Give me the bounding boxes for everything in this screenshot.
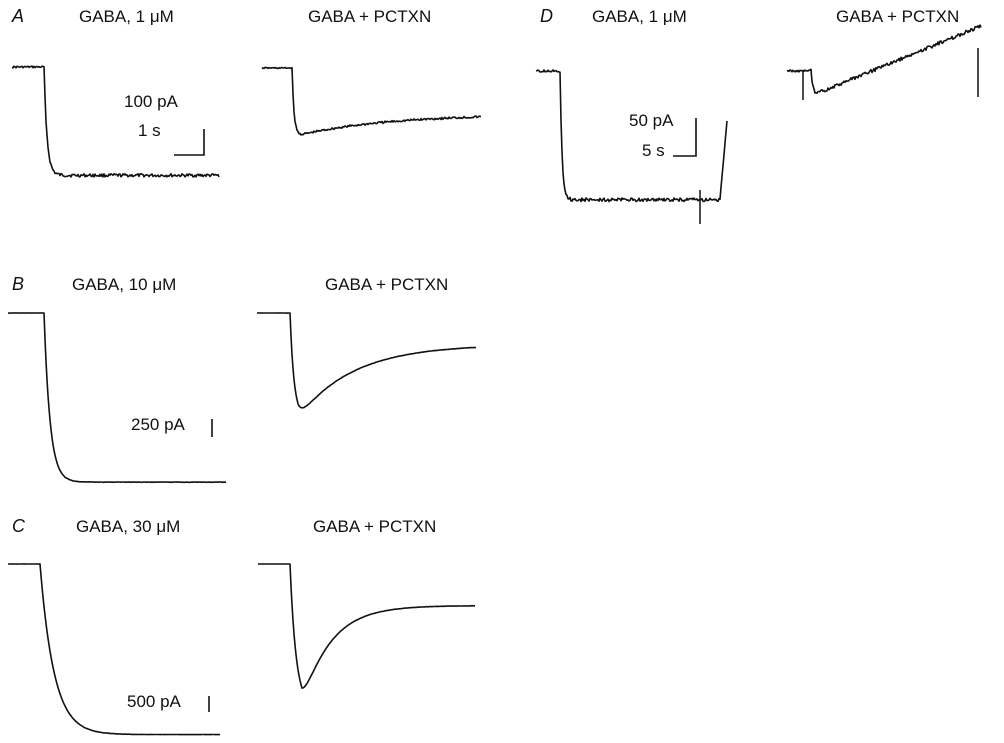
panel-a-current-scale-label: 100 pA (124, 92, 179, 111)
trace-c-control (8, 563, 221, 736)
panel-d-current-scale-label: 50 pA (629, 111, 674, 130)
panel-d-pctxn-label: GABA + PCTXN (836, 7, 959, 26)
panel-d-time-scale-label: 5 s (642, 141, 665, 160)
trace-a-control (11, 65, 220, 178)
trace-d-control (535, 69, 728, 203)
panel-b-pctxn-label: GABA + PCTXN (325, 275, 448, 294)
trace-d-pctxn (786, 24, 982, 94)
panel-d-control-label: GABA, 1 μM (592, 7, 687, 26)
panel-a-pctxn-label: GABA + PCTXN (308, 7, 431, 26)
panel-c-current-scale-label: 500 pA (127, 692, 182, 711)
panel-a-letter: A (11, 6, 24, 26)
panel-b-control-label: GABA, 10 μM (72, 275, 176, 294)
trace-b-control (7, 312, 227, 484)
panel-d-scale-bar (673, 118, 697, 157)
trace-b-pctxn (257, 312, 477, 409)
panel-b-current-scale-label: 250 pA (131, 415, 186, 434)
panel-a-scale-bar (174, 129, 205, 156)
traces-layer (7, 24, 982, 736)
panel-c-control-label: GABA, 30 μM (76, 517, 180, 536)
panel-b-letter: B (12, 274, 24, 294)
trace-c-pctxn (257, 563, 476, 689)
panel-a-control-label: GABA, 1 μM (79, 7, 174, 26)
trace-a-pctxn (261, 66, 482, 136)
panel-c-pctxn-label: GABA + PCTXN (313, 517, 436, 536)
panel-c-letter: C (12, 516, 26, 536)
panel-a-time-scale-label: 1 s (138, 121, 161, 140)
panel-d-letter: D (540, 6, 553, 26)
